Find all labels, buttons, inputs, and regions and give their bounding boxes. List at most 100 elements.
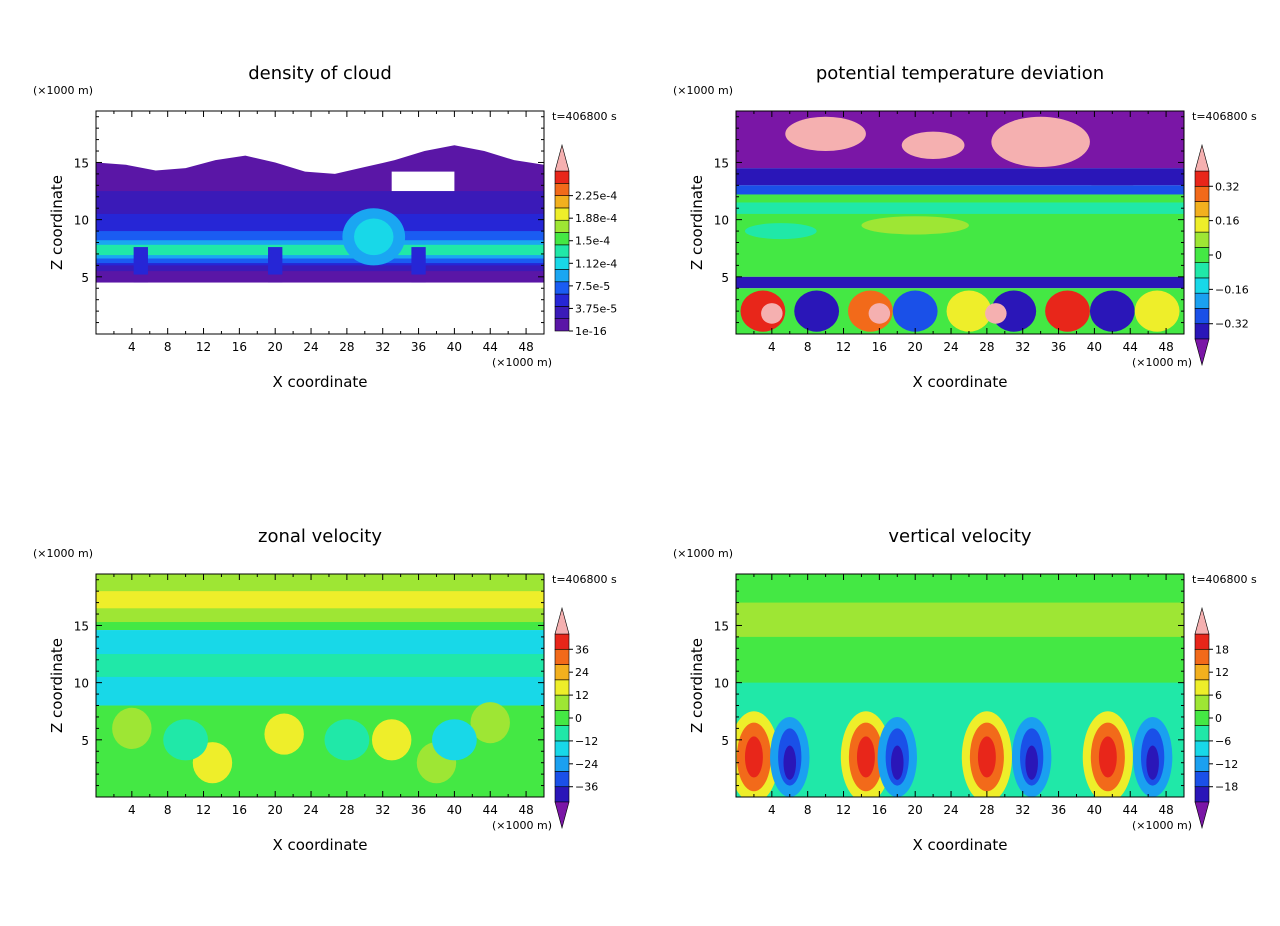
colorbar-swatch <box>1194 679 1210 696</box>
mid-patch <box>861 216 969 235</box>
x-tick-label: 36 <box>1051 340 1066 354</box>
downdraft-core <box>1146 745 1159 780</box>
updraft-core <box>1098 736 1117 778</box>
colorbar-label: 1.5e-4 <box>575 235 610 248</box>
y-tick-label: 5 <box>721 734 729 748</box>
bl-eddy <box>1134 290 1180 332</box>
colorbar: 0.32 0.16 0 −0.16 −0.32 <box>1194 143 1249 367</box>
colorbar-label: 3.75e-5 <box>575 302 617 315</box>
x-tick-label: 28 <box>339 803 354 817</box>
colorbar-label: 12 <box>575 689 589 702</box>
lower-patch <box>432 719 477 761</box>
y-tick-label: 15 <box>74 156 89 170</box>
cloud-tower <box>411 247 426 283</box>
upper-band <box>736 602 1184 637</box>
plot-frame <box>95 573 545 798</box>
colorbar-swatch <box>1194 277 1210 294</box>
colorbar-label: 36 <box>575 643 589 656</box>
cloud-tower <box>133 247 148 283</box>
colorbar-swatch <box>554 633 570 650</box>
colorbar-swatch <box>554 664 570 681</box>
x-tick-label: 24 <box>943 803 958 817</box>
x-unit-label: (×1000 m) <box>1132 356 1192 369</box>
colorbar: 2.25e-4 1.88e-4 1.5e-4 1.12e-4 7.5e-5 3.75e-5… <box>554 143 617 338</box>
warm-patch <box>991 116 1090 168</box>
x-tick-label: 8 <box>164 803 172 817</box>
colorbar-swatch <box>554 740 570 757</box>
y-unit-label: (×1000 m) <box>673 84 733 97</box>
x-unit-label: (×1000 m) <box>492 356 552 369</box>
x-tick-label: 40 <box>447 803 462 817</box>
plot-frame <box>735 573 1185 798</box>
time-annotation: t=406800 s <box>1192 573 1257 586</box>
y-tick-label: 10 <box>74 677 89 691</box>
cold-layer <box>736 168 1184 186</box>
cloud-layer <box>96 244 544 256</box>
colorbar-swatch <box>1194 786 1210 803</box>
colorbar-swatch <box>1194 216 1210 233</box>
colorbar-swatch <box>554 256 570 270</box>
y-axis-label: Z coordinate <box>48 175 66 270</box>
colorbar-swatch <box>1194 185 1210 202</box>
x-tick-label: 20 <box>908 340 923 354</box>
y-tick-label: 15 <box>714 619 729 633</box>
colorbar-swatch <box>554 244 570 258</box>
colorbar-swatch <box>554 207 570 221</box>
colorbar-swatch <box>1194 292 1210 309</box>
time-annotation: t=406800 s <box>552 573 617 586</box>
chart-title: vertical velocity <box>888 526 1032 547</box>
colorbar-label: 24 <box>575 666 589 679</box>
x-tick-label: 16 <box>232 340 247 354</box>
x-tick-label: 8 <box>804 340 812 354</box>
colorbar-label: 0 <box>575 712 582 725</box>
y-tick-label: 15 <box>74 619 89 633</box>
colorbar-swatch <box>554 771 570 788</box>
colorbar-swatch <box>554 725 570 742</box>
y-unit-label: (×1000 m) <box>33 84 93 97</box>
x-tick-label: 24 <box>303 340 318 354</box>
colorbar-swatch <box>1194 247 1210 263</box>
x-tick-label: 36 <box>411 803 426 817</box>
colorbar-label: 2.25e-4 <box>575 190 617 203</box>
colorbar-swatch <box>1194 323 1210 340</box>
colorbar-label: 0.32 <box>1215 180 1240 193</box>
mid-layer <box>736 202 1184 214</box>
y-tick-label: 10 <box>74 214 89 228</box>
x-tick-label: 8 <box>164 340 172 354</box>
colorbar-label: 18 <box>1215 643 1229 656</box>
colorbar-label: 1e-16 <box>575 325 607 338</box>
colorbar-swatch <box>1194 740 1210 757</box>
x-tick-label: 32 <box>1015 803 1030 817</box>
colorbar-label: 0 <box>1215 249 1222 262</box>
colorbar-swatch <box>554 786 570 803</box>
x-axis-label: X coordinate <box>272 373 367 391</box>
colorbar-swatch <box>554 648 570 665</box>
x-tick-label: 44 <box>483 803 498 817</box>
colorbar-swatch <box>554 679 570 696</box>
colorbar-swatch <box>554 710 570 726</box>
downdraft-core <box>783 745 797 780</box>
y-unit-label: (×1000 m) <box>33 547 93 560</box>
x-tick-label: 48 <box>518 803 533 817</box>
colorbar-min-arrow <box>1194 801 1210 830</box>
x-tick-label: 32 <box>375 340 390 354</box>
chart-title: potential temperature deviation <box>816 63 1104 84</box>
x-tick-label: 4 <box>768 803 776 817</box>
x-tick-label: 4 <box>128 340 136 354</box>
x-tick-label: 12 <box>196 803 211 817</box>
x-tick-label: 48 <box>1158 803 1173 817</box>
colorbar-label: 6 <box>1215 689 1222 702</box>
lower-patch <box>470 702 510 744</box>
cloud-tower <box>268 247 283 283</box>
x-axis-label: X coordinate <box>912 373 1007 391</box>
updraft-core <box>856 736 875 778</box>
y-tick-label: 10 <box>714 677 729 691</box>
colorbar-swatch <box>1194 308 1210 325</box>
bl-eddy-core <box>985 303 1007 324</box>
x-unit-label: (×1000 m) <box>1132 819 1192 832</box>
x-tick-label: 4 <box>128 803 136 817</box>
updraft-core <box>977 736 996 778</box>
lower-patch <box>264 713 304 755</box>
colorbar-swatch <box>554 232 570 246</box>
